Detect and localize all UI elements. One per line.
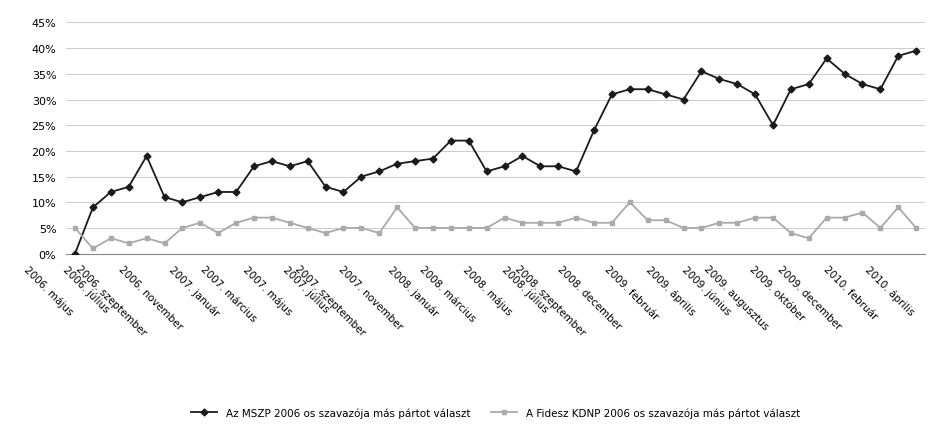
- Az MSZP 2006 os szavazója más pártot választ: [911, 49, 922, 54]
- Az MSZP 2006 os szavazója más pártot választ: [570, 170, 582, 175]
- A Fidesz KDNP 2006 os szavazója más pártot választ: [123, 241, 134, 247]
- Az MSZP 2006 os szavazója más pártot választ: [320, 185, 331, 190]
- A Fidesz KDNP 2006 os szavazója más pártot választ: [464, 226, 475, 231]
- A Fidesz KDNP 2006 os szavazója más pártot választ: [159, 241, 170, 247]
- A Fidesz KDNP 2006 os szavazója más pártot választ: [338, 226, 349, 231]
- Az MSZP 2006 os szavazója más pártot választ: [606, 92, 617, 98]
- Az MSZP 2006 os szavazója más pártot választ: [177, 200, 188, 205]
- Az MSZP 2006 os szavazója más pártot választ: [534, 164, 546, 170]
- A Fidesz KDNP 2006 os szavazója más pártot választ: [446, 226, 457, 231]
- A Fidesz KDNP 2006 os szavazója más pártot választ: [803, 236, 815, 241]
- Az MSZP 2006 os szavazója más pártot választ: [516, 154, 528, 159]
- Az MSZP 2006 os szavazója más pártot választ: [428, 157, 439, 162]
- Az MSZP 2006 os szavazója más pártot választ: [302, 159, 313, 164]
- Az MSZP 2006 os szavazója más pártot választ: [338, 190, 349, 195]
- A Fidesz KDNP 2006 os szavazója más pártot választ: [570, 215, 582, 221]
- Line: A Fidesz KDNP 2006 os szavazója más pártot választ: A Fidesz KDNP 2006 os szavazója más párt…: [73, 200, 919, 251]
- Az MSZP 2006 os szavazója más pártot választ: [105, 190, 116, 195]
- A Fidesz KDNP 2006 os szavazója más pártot választ: [194, 221, 206, 226]
- A Fidesz KDNP 2006 os szavazója más pártot választ: [732, 221, 743, 226]
- Az MSZP 2006 os szavazója más pártot választ: [714, 77, 725, 82]
- A Fidesz KDNP 2006 os szavazója más pártot választ: [516, 221, 528, 226]
- Az MSZP 2006 os szavazója más pártot választ: [69, 251, 80, 257]
- Az MSZP 2006 os szavazója más pártot választ: [87, 205, 98, 211]
- A Fidesz KDNP 2006 os szavazója más pártot választ: [821, 215, 833, 221]
- Az MSZP 2006 os szavazója más pártot választ: [464, 139, 475, 144]
- A Fidesz KDNP 2006 os szavazója más pártot választ: [785, 231, 797, 236]
- A Fidesz KDNP 2006 os szavazója más pártot választ: [750, 215, 761, 221]
- A Fidesz KDNP 2006 os szavazója más pártot választ: [392, 205, 403, 211]
- A Fidesz KDNP 2006 os szavazója más pártot választ: [230, 221, 242, 226]
- Az MSZP 2006 os szavazója más pártot választ: [481, 170, 493, 175]
- Az MSZP 2006 os szavazója más pártot választ: [552, 164, 564, 170]
- Az MSZP 2006 os szavazója más pártot választ: [803, 82, 815, 88]
- A Fidesz KDNP 2006 os szavazója más pártot választ: [642, 218, 653, 223]
- A Fidesz KDNP 2006 os szavazója más pártot választ: [606, 221, 617, 226]
- A Fidesz KDNP 2006 os szavazója más pártot választ: [714, 221, 725, 226]
- Az MSZP 2006 os szavazója más pártot választ: [767, 123, 779, 128]
- Az MSZP 2006 os szavazója más pártot választ: [498, 164, 510, 170]
- A Fidesz KDNP 2006 os szavazója más pártot választ: [498, 215, 510, 221]
- A Fidesz KDNP 2006 os szavazója más pártot választ: [266, 215, 278, 221]
- Az MSZP 2006 os szavazója más pártot választ: [893, 54, 904, 59]
- A Fidesz KDNP 2006 os szavazója más pártot választ: [857, 210, 868, 215]
- Az MSZP 2006 os szavazója más pártot választ: [750, 92, 761, 98]
- A Fidesz KDNP 2006 os szavazója más pártot választ: [212, 231, 224, 236]
- A Fidesz KDNP 2006 os szavazója más pártot választ: [893, 205, 904, 211]
- A Fidesz KDNP 2006 os szavazója más pártot választ: [248, 215, 260, 221]
- A Fidesz KDNP 2006 os szavazója más pártot választ: [696, 226, 707, 231]
- Az MSZP 2006 os szavazója más pártot választ: [374, 170, 385, 175]
- Az MSZP 2006 os szavazója más pártot választ: [410, 159, 421, 164]
- A Fidesz KDNP 2006 os szavazója más pártot választ: [660, 218, 671, 223]
- Az MSZP 2006 os szavazója más pártot választ: [230, 190, 242, 195]
- A Fidesz KDNP 2006 os szavazója más pártot választ: [284, 221, 295, 226]
- A Fidesz KDNP 2006 os szavazója más pártot választ: [87, 246, 98, 251]
- A Fidesz KDNP 2006 os szavazója más pártot választ: [534, 221, 546, 226]
- A Fidesz KDNP 2006 os szavazója más pártot választ: [428, 226, 439, 231]
- A Fidesz KDNP 2006 os szavazója más pártot választ: [624, 200, 635, 205]
- A Fidesz KDNP 2006 os szavazója más pártot választ: [588, 221, 599, 226]
- A Fidesz KDNP 2006 os szavazója más pártot választ: [911, 226, 922, 231]
- Az MSZP 2006 os szavazója más pártot választ: [875, 88, 886, 93]
- A Fidesz KDNP 2006 os szavazója más pártot választ: [320, 231, 331, 236]
- A Fidesz KDNP 2006 os szavazója más pártot választ: [141, 236, 152, 241]
- Line: Az MSZP 2006 os szavazója más pártot választ: Az MSZP 2006 os szavazója más pártot vál…: [73, 49, 919, 257]
- A Fidesz KDNP 2006 os szavazója más pártot választ: [356, 226, 367, 231]
- A Fidesz KDNP 2006 os szavazója más pártot választ: [177, 226, 188, 231]
- Az MSZP 2006 os szavazója más pártot választ: [392, 162, 403, 167]
- A Fidesz KDNP 2006 os szavazója más pártot választ: [302, 226, 313, 231]
- Az MSZP 2006 os szavazója más pártot választ: [446, 139, 457, 144]
- A Fidesz KDNP 2006 os szavazója más pártot választ: [552, 221, 564, 226]
- A Fidesz KDNP 2006 os szavazója más pártot választ: [410, 226, 421, 231]
- A Fidesz KDNP 2006 os szavazója más pártot választ: [374, 231, 385, 236]
- Az MSZP 2006 os szavazója más pártot választ: [857, 82, 868, 88]
- Az MSZP 2006 os szavazója más pártot választ: [123, 185, 134, 190]
- A Fidesz KDNP 2006 os szavazója más pártot választ: [105, 236, 116, 241]
- Az MSZP 2006 os szavazója más pártot választ: [266, 159, 278, 164]
- Az MSZP 2006 os szavazója más pártot választ: [839, 72, 851, 77]
- Az MSZP 2006 os szavazója más pártot választ: [785, 88, 797, 93]
- A Fidesz KDNP 2006 os szavazója más pártot választ: [875, 226, 886, 231]
- Az MSZP 2006 os szavazója más pártot választ: [821, 57, 833, 62]
- Legend: Az MSZP 2006 os szavazója más pártot választ, A Fidesz KDNP 2006 os szavazója má: Az MSZP 2006 os szavazója más pártot vál…: [187, 403, 804, 422]
- Az MSZP 2006 os szavazója más pártot választ: [141, 154, 152, 159]
- Az MSZP 2006 os szavazója más pártot választ: [696, 70, 707, 75]
- Az MSZP 2006 os szavazója más pártot választ: [159, 195, 170, 200]
- Az MSZP 2006 os szavazója más pártot választ: [642, 88, 653, 93]
- Az MSZP 2006 os szavazója más pártot választ: [284, 164, 295, 170]
- Az MSZP 2006 os szavazója más pártot választ: [660, 92, 671, 98]
- Az MSZP 2006 os szavazója más pártot választ: [248, 164, 260, 170]
- Az MSZP 2006 os szavazója más pártot választ: [212, 190, 224, 195]
- Az MSZP 2006 os szavazója más pártot választ: [194, 195, 206, 200]
- Az MSZP 2006 os szavazója más pártot választ: [356, 174, 367, 180]
- Az MSZP 2006 os szavazója más pártot választ: [624, 88, 635, 93]
- A Fidesz KDNP 2006 os szavazója más pártot választ: [69, 226, 80, 231]
- Az MSZP 2006 os szavazója más pártot választ: [732, 82, 743, 88]
- Az MSZP 2006 os szavazója más pártot választ: [588, 128, 599, 134]
- Az MSZP 2006 os szavazója más pártot választ: [678, 98, 689, 103]
- A Fidesz KDNP 2006 os szavazója más pártot választ: [839, 215, 851, 221]
- A Fidesz KDNP 2006 os szavazója más pártot választ: [481, 226, 493, 231]
- A Fidesz KDNP 2006 os szavazója más pártot választ: [767, 215, 779, 221]
- A Fidesz KDNP 2006 os szavazója más pártot választ: [678, 226, 689, 231]
